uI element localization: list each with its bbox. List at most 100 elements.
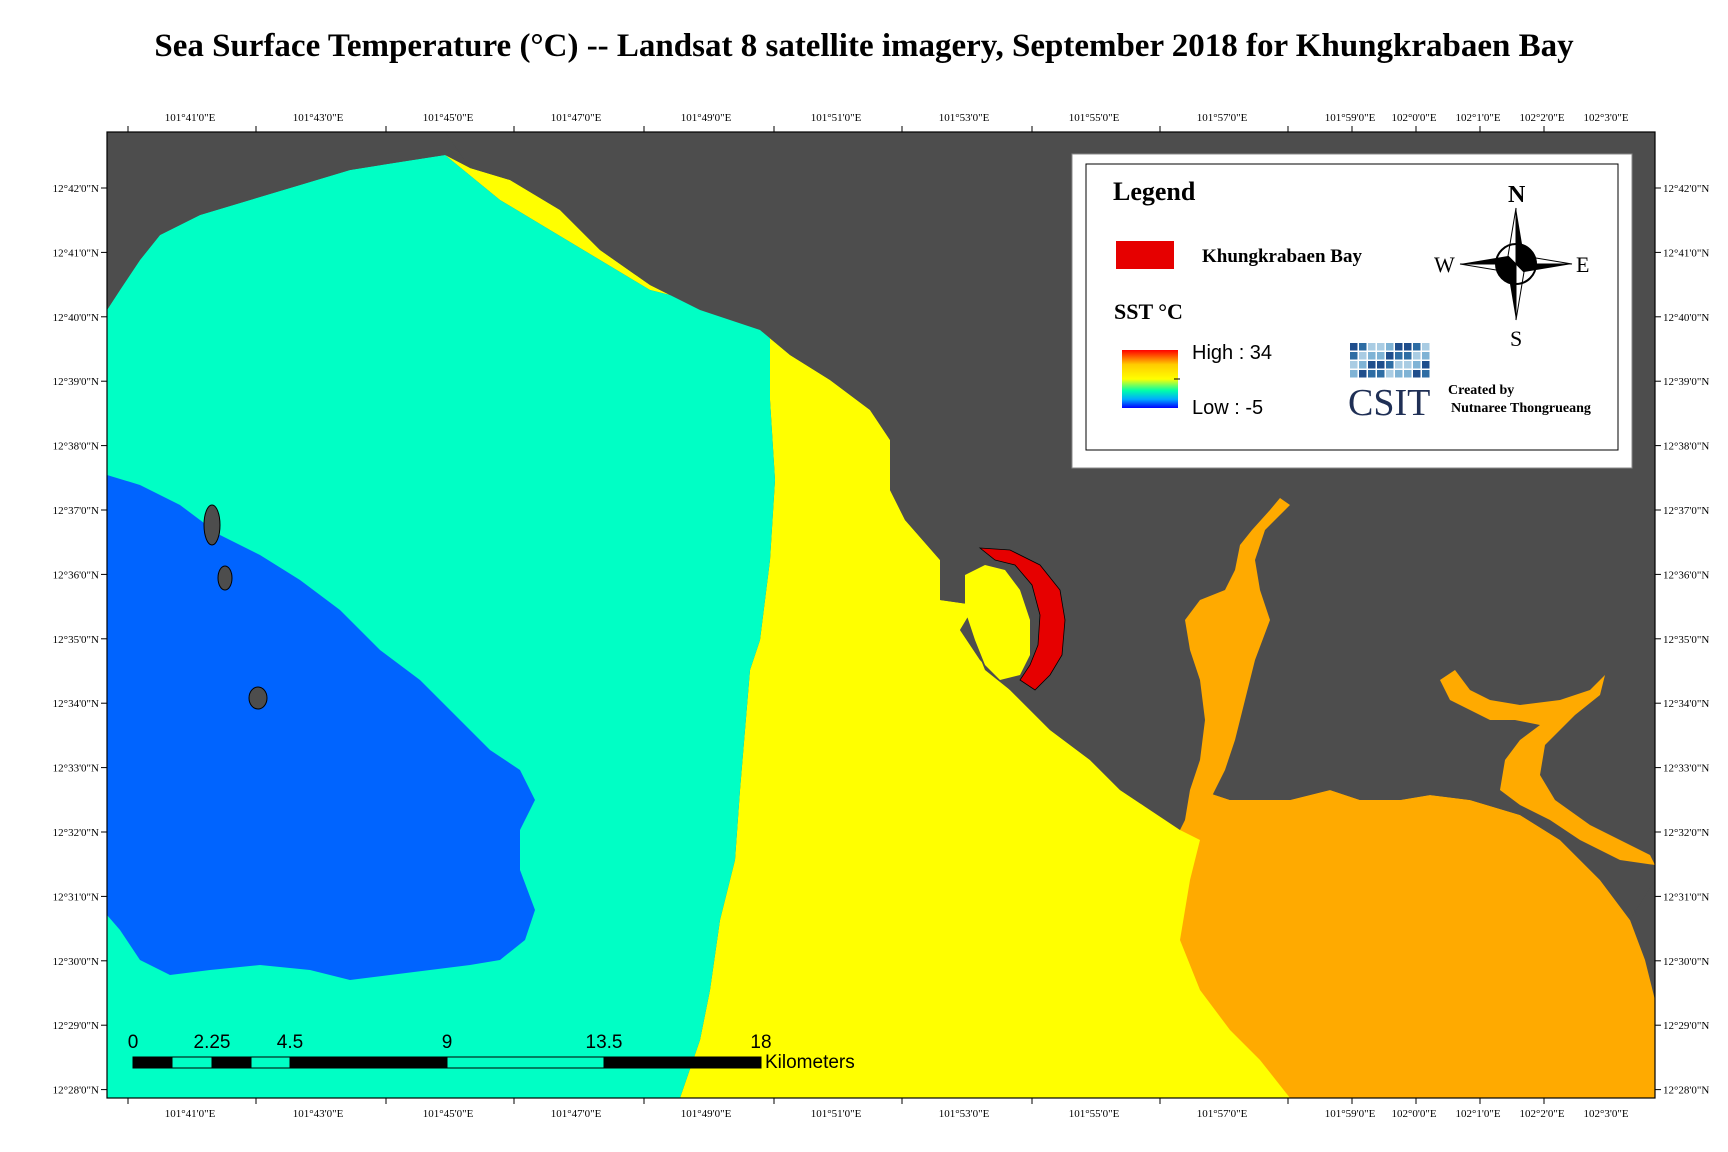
- lon-label-bottom: 101°41'0"E: [165, 1108, 216, 1120]
- map-frame: [106, 131, 1656, 1099]
- lon-label-bottom: 101°55'0"E: [1069, 1108, 1120, 1120]
- bay-inner-water: [965, 565, 1030, 680]
- lon-label-bottom: 101°45'0"E: [423, 1108, 474, 1120]
- lat-label-right: 12°36'0"N: [1663, 569, 1709, 581]
- compass-s: S: [1510, 326, 1522, 351]
- sst-zone-warm: [445, 155, 1290, 1098]
- lat-label-right: 12°37'0"N: [1663, 505, 1709, 517]
- scale-segment: [132, 1056, 173, 1069]
- csit-logo-text: CSIT: [1348, 382, 1430, 424]
- lat-label-right: 12°33'0"N: [1663, 763, 1709, 775]
- lon-label-top: 101°47'0"E: [551, 112, 602, 124]
- lon-label-bottom: 101°59'0"E: [1325, 1108, 1376, 1120]
- sst-label: SST °C: [1114, 299, 1183, 324]
- lon-label-top: 101°53'0"E: [939, 112, 990, 124]
- lon-label-top: 101°49'0"E: [681, 112, 732, 124]
- scale-tick-label: 0: [128, 1032, 139, 1053]
- lat-label-left: 12°42'0"N: [53, 183, 99, 195]
- lat-label-right: 12°29'0"N: [1663, 1020, 1709, 1032]
- scale-segment: [171, 1056, 213, 1069]
- scale-tick-label: 4.5: [277, 1032, 303, 1053]
- high-label: High : 34: [1192, 342, 1272, 364]
- lon-label-bottom: 102°2'0"E: [1519, 1108, 1564, 1120]
- lat-label-right: 12°38'0"N: [1663, 441, 1709, 453]
- lat-label-right: 12°31'0"N: [1663, 891, 1709, 903]
- island: [217, 565, 233, 591]
- lat-label-left: 12°39'0"N: [53, 376, 99, 388]
- bay-swatch: [1116, 241, 1174, 269]
- river-right-top: [1440, 670, 1655, 865]
- lon-label-top: 101°51'0"E: [811, 112, 862, 124]
- credit-line-1: Created by: [1448, 383, 1514, 398]
- lat-label-left: 12°30'0"N: [53, 956, 99, 968]
- island: [203, 504, 221, 546]
- estuary-top: [1185, 498, 1290, 830]
- lon-label-top: 102°1'0"E: [1455, 112, 1500, 124]
- lon-label-top: 102°0'0"E: [1391, 112, 1436, 124]
- scale-segment: [250, 1056, 291, 1069]
- lat-label-left: 12°37'0"N: [53, 505, 99, 517]
- lon-label-top: 101°57'0"E: [1197, 112, 1248, 124]
- legend-title: Legend: [1113, 177, 1196, 206]
- legend-box: Legend Khungkrabaen Bay SST °C High : 34…: [1071, 153, 1633, 469]
- lat-label-right: 12°30'0"N: [1663, 956, 1709, 968]
- lat-label-left: 12°31'0"N: [53, 891, 99, 903]
- lon-label-top: 102°3'0"E: [1583, 112, 1628, 124]
- scale-segment: [211, 1056, 252, 1069]
- lon-label-top: 101°55'0"E: [1069, 112, 1120, 124]
- lon-label-bottom: 102°1'0"E: [1455, 1108, 1500, 1120]
- low-label: Low : -5: [1192, 397, 1263, 419]
- lat-label-left: 12°34'0"N: [53, 698, 99, 710]
- lat-label-right: 12°32'0"N: [1663, 827, 1709, 839]
- scale-unit: Kilometers: [765, 1052, 855, 1073]
- scale-tick-label: 9: [442, 1032, 453, 1053]
- lon-label-bottom: 101°53'0"E: [939, 1108, 990, 1120]
- lon-label-bottom: 101°43'0"E: [293, 1108, 344, 1120]
- lat-label-left: 12°35'0"N: [53, 634, 99, 646]
- scale-tick-label: 13.5: [586, 1032, 623, 1053]
- map-title: Sea Surface Temperature (°C) -- Landsat …: [154, 28, 1574, 64]
- lon-label-bottom: 101°49'0"E: [681, 1108, 732, 1120]
- scale-segment: [446, 1056, 605, 1069]
- scale-bar: 0 2.25 4.5 9 13.5 18 Kilometers: [128, 1032, 855, 1073]
- lon-label-top: 101°45'0"E: [423, 112, 474, 124]
- longitude-labels-top: 101°41'0"E 101°43'0"E 101°45'0"E 101°47'0"E…: [127, 112, 1629, 132]
- north-arrow: N S E W: [1434, 182, 1589, 351]
- lat-label-right: 12°34'0"N: [1663, 698, 1709, 710]
- lat-label-left: 12°28'0"N: [53, 1085, 99, 1097]
- khungkrabaen-bay-top: [978, 547, 1066, 691]
- scale-tick-label: 18: [750, 1032, 771, 1053]
- lat-label-left: 12°29'0"N: [53, 1020, 99, 1032]
- lon-label-bottom: 102°3'0"E: [1583, 1108, 1628, 1120]
- lon-label-bottom: 101°47'0"E: [551, 1108, 602, 1120]
- scale-segment: [603, 1056, 762, 1069]
- land-top: [107, 132, 445, 310]
- lat-label-left: 12°41'0"N: [53, 247, 99, 259]
- compass-e: E: [1576, 252, 1589, 277]
- lon-label-bottom: 102°0'0"E: [1391, 1108, 1436, 1120]
- lat-label-left: 12°40'0"N: [53, 312, 99, 324]
- bay-label: Khungkrabaen Bay: [1202, 246, 1362, 267]
- sst-zone-cool: [107, 475, 535, 980]
- lat-label-left: 12°36'0"N: [53, 569, 99, 581]
- sst-color-ramp: [1122, 350, 1178, 408]
- lat-label-right: 12°40'0"N: [1663, 312, 1709, 324]
- lat-label-right: 12°41'0"N: [1663, 247, 1709, 259]
- lat-label-left: 12°32'0"N: [53, 827, 99, 839]
- lon-label-top: 101°41'0"E: [165, 112, 216, 124]
- lon-label-top: 101°59'0"E: [1325, 112, 1376, 124]
- lat-label-right: 12°39'0"N: [1663, 376, 1709, 388]
- scale-tick-label: 2.25: [194, 1032, 231, 1053]
- lat-label-right: 12°28'0"N: [1663, 1085, 1709, 1097]
- lon-label-top: 101°43'0"E: [293, 112, 344, 124]
- latitude-labels-right: 12°42'0"N 12°41'0"N 12°40'0"N 12°39'0"N 12°3…: [1655, 183, 1709, 1097]
- lon-label-bottom: 101°57'0"E: [1197, 1108, 1248, 1120]
- lon-label-bottom: 101°51'0"E: [811, 1108, 862, 1120]
- lon-label-top: 102°2'0"E: [1519, 112, 1564, 124]
- sst-zone-hot: [1080, 790, 1655, 1098]
- credit-line-2: Nutnaree Thongrueang: [1451, 401, 1591, 416]
- scale-segment: [289, 1056, 448, 1069]
- lat-label-left: 12°33'0"N: [53, 763, 99, 775]
- latitude-labels-left: 12°42'0"N 12°41'0"N 12°40'0"N 12°39'0"N 12°3…: [53, 183, 107, 1097]
